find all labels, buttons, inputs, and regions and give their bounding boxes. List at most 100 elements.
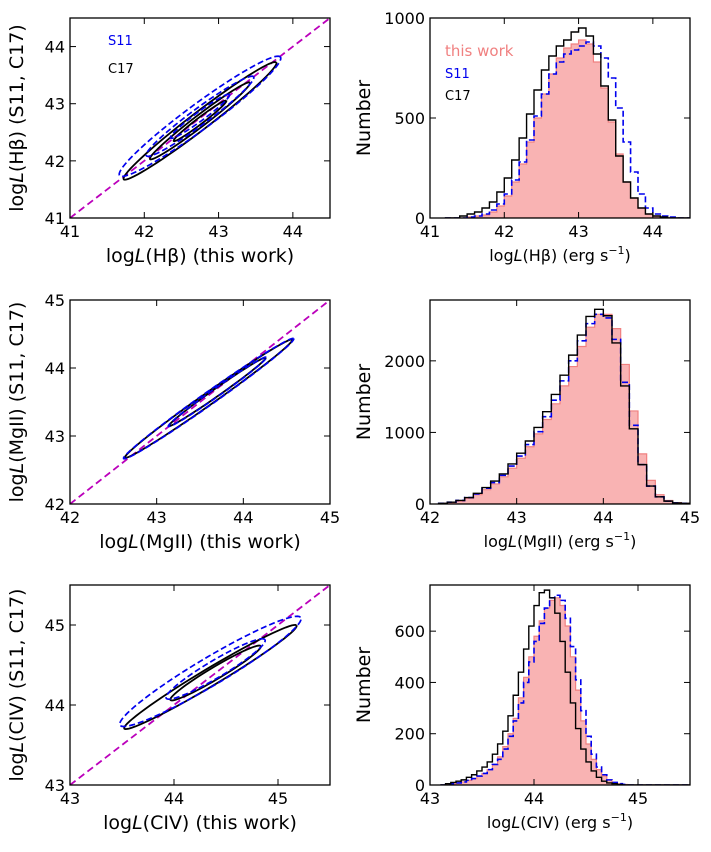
hb-hist-xlabel-log: log	[489, 246, 513, 265]
hb-scatter-ylabel-italic: L	[6, 172, 28, 183]
hb-hist-xlabel: logL(Hβ) (erg s−1)	[489, 244, 631, 265]
civ-hist-xtick-label: 43	[420, 789, 440, 808]
hb-hist-xlabel-rest: (Hβ) (erg s	[523, 246, 609, 265]
hb-scatter-xlabel-rest: (Hβ) (this work)	[145, 245, 294, 267]
hb-scatter-ytick-label: 41	[45, 209, 65, 228]
civ-scatter-ytick-label: 43	[45, 776, 65, 795]
hb-scatter-contour-s11-4	[145, 75, 255, 158]
hb-scatter-legend-c17: C17	[108, 62, 134, 77]
mg-hist-ytick-label: 0	[415, 495, 425, 514]
mg-scatter-ylabel: logL(MgII) (S11, C17)	[6, 302, 28, 503]
civ-hist-xlabel-rest: (CIV) (erg s	[520, 813, 610, 832]
mg-hist-xtick-label: 42	[420, 508, 440, 527]
hb-scatter-ylabel-log: log	[6, 183, 28, 212]
hb-scatter-ytick-label: 43	[45, 95, 65, 114]
mg-hist-xtick-label: 43	[506, 508, 526, 527]
mg-scatter-ytick-label: 44	[45, 359, 65, 378]
mg-scatter-ytick-label: 43	[45, 427, 65, 446]
hb-hist-ylabel: Number	[353, 80, 375, 157]
mg-scatter-xlabel: logL(MgII) (this work)	[99, 531, 301, 553]
hb-scatter-xlabel-italic: L	[135, 245, 146, 267]
mg-scatter-plot-area	[70, 300, 330, 504]
civ-scatter-ylabel-italic: L	[6, 742, 28, 753]
civ-scatter-plot-area	[70, 585, 330, 785]
civ-hist-xlabel-italic: L	[511, 813, 520, 832]
mg-scatter-ylabel-italic: L	[6, 463, 28, 474]
hb-hist-legend-this-work: this work	[445, 42, 514, 60]
civ-scatter-ylabel-log: log	[6, 752, 28, 781]
hb-hist-legend-c17: C17	[445, 89, 471, 104]
mg-scatter-xtick-label: 43	[146, 508, 166, 527]
mg-hist-ytick-label: 1000	[384, 423, 425, 442]
hb-hist-legend-s11: S11	[445, 67, 470, 82]
civ-hist-ytick-label: 200	[394, 725, 425, 744]
civ-scatter-xtick-label: 44	[164, 789, 184, 808]
mg-hist-ylabel: Number	[353, 364, 375, 441]
civ-scatter-xlabel-rest: (CIV) (this work)	[143, 812, 297, 834]
civ-scatter-ylabel-rest: (CIV) (S11, C17)	[6, 589, 28, 742]
civ-scatter-frame	[69, 584, 331, 786]
mg-scatter-ytick-label: 45	[45, 291, 65, 310]
civ-hist-xlabel: logL(CIV) (erg s−1)	[487, 811, 633, 832]
hb-hist-xtick-label: 42	[494, 222, 514, 241]
civ-hist-xlabel-log: log	[487, 813, 511, 832]
civ-hist-ytick-label: 400	[394, 673, 425, 692]
mg-scatter-ylabel-rest: (MgII) (S11, C17)	[6, 302, 28, 463]
mg-scatter-contour-s11-3	[167, 356, 268, 428]
civ-hist-xlabel-sup: −1	[611, 811, 627, 824]
mg-hist-plot-area	[437, 308, 690, 504]
mg-hist-frame	[429, 299, 691, 505]
civ-hist-panel: 43 44 45 0 200 400 600 logL(CIV) (erg s−1) Numbe…	[353, 584, 691, 832]
civ-hist-ylabel: Number	[353, 647, 375, 724]
hb-hist-ytick-label: 1000	[384, 9, 425, 28]
hb-scatter-xtick-label: 41	[60, 222, 80, 241]
hb-hist-xlabel-sup: −1	[608, 244, 624, 257]
civ-scatter-xlabel-log: log	[103, 812, 132, 834]
hb-hist-plot-area	[444, 27, 690, 218]
mg-scatter-one-to-one-line	[70, 300, 330, 504]
mg-scatter-xtick-label: 42	[60, 508, 80, 527]
mg-hist-xlabel-rest: (MgII) (erg s	[517, 532, 614, 551]
mg-hist-xlabel-end: )	[630, 532, 636, 551]
hb-scatter-legend-s11: S11	[108, 34, 133, 49]
mg-hist-series-this-work	[438, 313, 690, 504]
hb-scatter-ylabel-rest: (Hβ) (S11, C17)	[6, 24, 28, 172]
mg-hist-panel: 42 43 44 45 0 1000 2000 logL(MgII) (erg s−1) Num…	[353, 299, 700, 551]
hb-scatter-xlabel: logL(Hβ) (this work)	[106, 245, 294, 267]
mg-scatter-contour-s11-2	[122, 337, 295, 460]
civ-hist-plot-area	[440, 589, 690, 785]
hb-hist-xtick-label: 41	[420, 222, 440, 241]
hb-scatter-plot-area	[70, 18, 330, 218]
mg-hist-xtick-label: 44	[593, 508, 613, 527]
hb-scatter-contour-c17-2	[172, 99, 228, 143]
mg-hist-ytick-label: 2000	[384, 352, 425, 371]
hb-scatter-xtick-label: 43	[208, 222, 228, 241]
hb-scatter-xlabel-log: log	[106, 245, 135, 267]
mg-hist-xlabel-sup: −1	[614, 530, 630, 543]
hb-hist-xlabel-italic: L	[514, 246, 523, 265]
hb-scatter-contour-s11-5	[169, 93, 231, 140]
civ-scatter-contour-s11-2	[118, 615, 302, 728]
civ-scatter-ytick-label: 45	[45, 616, 65, 635]
mg-scatter-xtick-label: 45	[320, 508, 340, 527]
hb-hist-panel: 41 42 43 44 0 500 1000 logL(Hβ) (erg s−1) Number…	[353, 9, 691, 265]
mg-scatter-xtick-label: 44	[233, 508, 253, 527]
mg-scatter-xlabel-log: log	[99, 531, 128, 553]
hb-hist-ytick-label: 500	[394, 109, 425, 128]
mg-scatter-xlabel-rest: (MgII) (this work)	[139, 531, 301, 553]
civ-scatter-xtick-label: 45	[268, 789, 288, 808]
mg-hist-xlabel-log: log	[484, 532, 508, 551]
civ-hist-xtick-label: 44	[524, 789, 544, 808]
civ-hist-ytick-label: 600	[394, 622, 425, 641]
civ-scatter-contour-s11-3	[165, 637, 266, 701]
mg-hist-xlabel: logL(MgII) (erg s−1)	[484, 530, 637, 551]
civ-scatter-ylabel: logL(CIV) (S11, C17)	[6, 589, 28, 782]
mg-hist-series-c17	[437, 308, 690, 504]
hb-scatter-contour-s11-3	[118, 55, 282, 178]
civ-scatter-xlabel-italic: L	[132, 812, 143, 834]
mg-hist-xtick-label: 45	[680, 508, 700, 527]
hb-hist-xtick-label: 44	[643, 222, 663, 241]
civ-hist-ytick-label: 0	[415, 776, 425, 795]
